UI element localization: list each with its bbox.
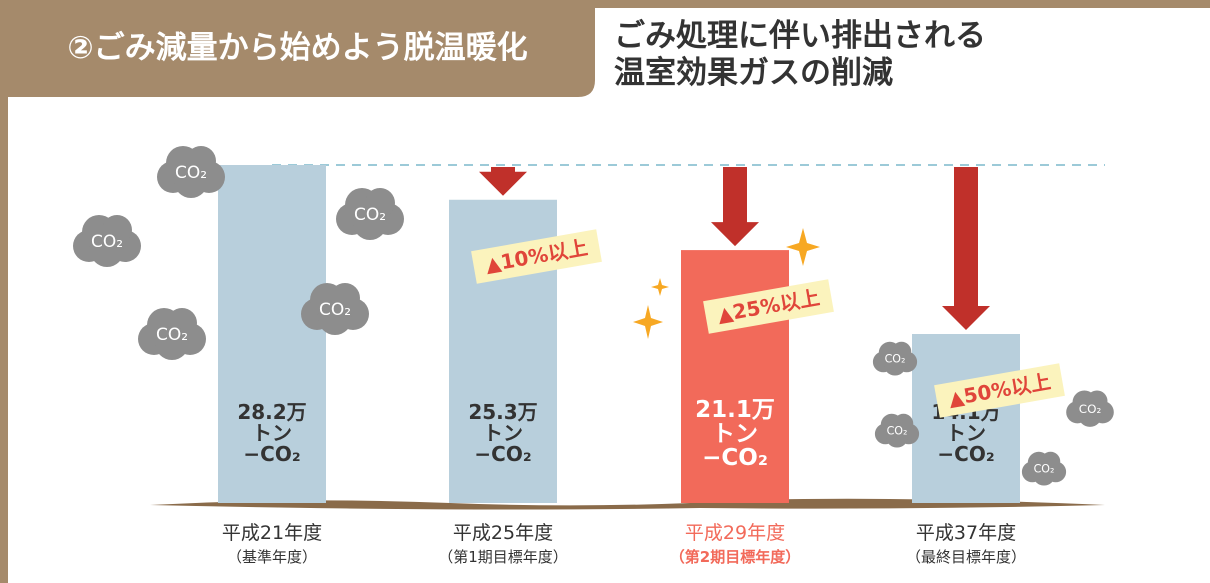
co2-cloud: CO₂ [1022,452,1066,486]
cloud-label: CO₂ [885,352,906,365]
category-label: 平成37年度 [856,524,1076,544]
cloud-label: CO₂ [175,163,207,183]
cloud-label: CO₂ [887,424,908,437]
value-label: 25.3万 トン −CO₂ [449,402,557,465]
reduction-arrow [711,167,759,246]
cloud-label: CO₂ [1034,462,1055,475]
cloud-label: CO₂ [91,232,123,252]
page-title: ごみ処理に伴い排出される 温室効果ガスの削減 [614,18,986,92]
category-note: （基準年度） [162,550,382,566]
tab-title: ②ごみ減量から始めよう脱温暖化 [0,0,595,97]
co2-cloud: CO₂ [1066,391,1114,427]
reduction-arrow [479,167,527,196]
infographic: CO₂ CO₂ CO₂ CO₂ CO₂ CO₂ CO₂ CO₂ CO₂ ②ごみ減量から始めよう脱… [0,0,1210,583]
co2-cloud: CO₂ [157,146,225,198]
co2-cloud: CO₂ [873,342,917,376]
cloud-label: CO₂ [156,325,188,345]
co2-cloud: CO₂ [73,215,141,267]
co2-cloud: CO₂ [336,188,404,240]
co2-cloud: CO₂ [138,308,206,360]
cloud-label: CO₂ [354,205,386,225]
reduction-arrow [942,167,990,330]
category-label: 平成21年度 [162,524,382,544]
category-label: 平成25年度 [393,524,613,544]
cloud-label: CO₂ [319,300,351,320]
value-label: 21.1万 トン −CO₂ [681,398,789,470]
category-note: （第2期目標年度） [625,550,845,566]
category-label: 平成29年度 [625,524,845,544]
value-label: 28.2万 トン −CO₂ [218,402,326,465]
cloud-label: CO₂ [1079,402,1102,416]
category-note: （第1期目標年度） [393,550,613,566]
category-note: （最終目標年度） [856,550,1076,566]
